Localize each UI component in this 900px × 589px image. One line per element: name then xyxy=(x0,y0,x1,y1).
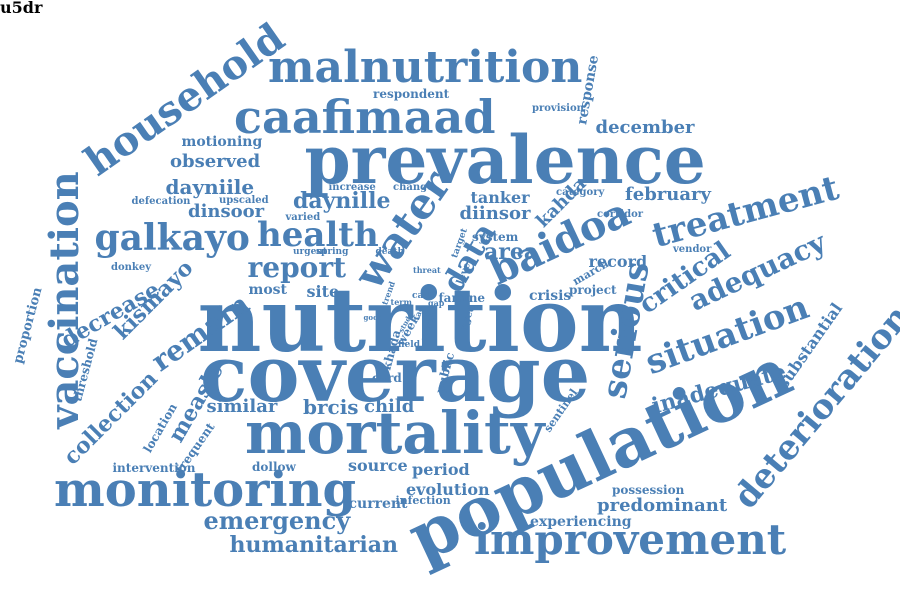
word-health: health xyxy=(257,215,379,255)
word-december: december xyxy=(595,117,695,138)
word-galkayo: galkayo xyxy=(94,217,250,259)
word-prevalence: prevalence xyxy=(304,121,706,199)
word-good: good xyxy=(363,312,383,322)
word-motioning: motioning xyxy=(181,134,263,150)
word-current: current xyxy=(348,496,408,512)
word-varied: varied xyxy=(285,212,321,223)
word-record: record xyxy=(588,252,648,271)
word-category: category xyxy=(556,187,605,198)
word-spring: spring xyxy=(316,246,349,257)
word-evolution: evolution xyxy=(406,480,490,499)
word-monitoring: monitoring xyxy=(54,462,357,518)
word-area: area xyxy=(484,239,539,265)
word-most: most xyxy=(248,282,288,298)
word-threat: threat xyxy=(413,265,441,275)
word-donkey: donkey xyxy=(111,262,152,273)
word-respondent: respondent xyxy=(373,87,450,101)
word-period: period xyxy=(412,460,470,479)
word-field: field xyxy=(398,339,420,350)
word-famine: famine xyxy=(438,291,486,305)
word-daynille: daynille xyxy=(293,188,391,214)
word-emergency: emergency xyxy=(203,506,351,535)
word-corridor: corridor xyxy=(597,209,644,220)
word-term: term xyxy=(390,297,412,307)
word-mortality: mortality xyxy=(245,399,545,467)
word-nutrition: nutrition xyxy=(197,268,643,372)
word-provision: provision xyxy=(532,103,584,114)
word-brcis: brcis xyxy=(303,395,359,419)
word-change: change xyxy=(393,182,434,193)
word-observed: observed xyxy=(170,151,261,172)
word-dinsoor: dinsoor xyxy=(188,201,265,222)
word-experiencing: experiencing xyxy=(530,514,632,530)
word-dollow: dollow xyxy=(252,460,296,474)
word-tanker: tanker xyxy=(470,188,530,207)
word-system: system xyxy=(472,230,519,244)
word-proportion: proportion xyxy=(10,285,46,365)
word-project: project xyxy=(569,283,617,297)
word-defecation: defecation xyxy=(131,196,191,207)
word-predominant: predominant xyxy=(597,495,728,516)
word-dayniile: dayniile xyxy=(165,175,255,199)
word-report: report xyxy=(247,251,347,284)
word-coverage: coverage xyxy=(200,329,591,420)
word-crisis: crisis xyxy=(529,288,572,304)
word-diinsor: diinsor xyxy=(459,203,531,224)
word-upscaled: upscaled xyxy=(219,195,269,206)
word-malnutrition: malnutrition xyxy=(268,42,583,93)
word-humanitarian: humanitarian xyxy=(229,532,399,558)
word-urgent: urgent xyxy=(293,246,328,257)
word-vendor: vendor xyxy=(673,244,712,255)
word-similar: similar xyxy=(206,396,278,417)
word-child: child xyxy=(364,396,415,417)
word-u5dr: u5dr xyxy=(0,0,43,17)
word-caafimaad: caafimaad xyxy=(234,90,496,144)
word-february: february xyxy=(625,184,711,205)
word-site: site xyxy=(306,282,340,301)
word-card: card xyxy=(372,371,402,385)
word-increase: increase xyxy=(328,182,376,193)
word-possession: possession xyxy=(612,483,685,497)
word-death: death xyxy=(375,246,405,257)
word-gap: gap xyxy=(428,298,445,308)
word-infection: infection xyxy=(395,493,451,507)
word-cart: cart xyxy=(412,290,433,301)
word-source: source xyxy=(348,456,408,475)
word-improvement: improvement xyxy=(474,515,787,564)
word-intervention: intervention xyxy=(112,461,196,475)
